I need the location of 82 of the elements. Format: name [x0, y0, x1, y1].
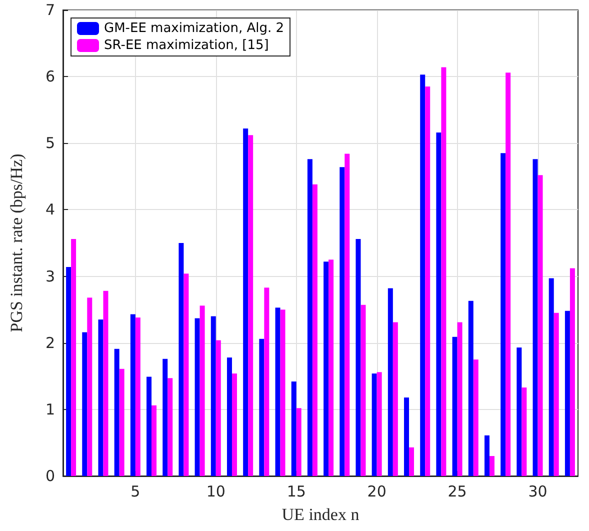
bar	[98, 320, 104, 476]
bar	[291, 381, 296, 476]
bar	[500, 153, 506, 476]
bar	[162, 358, 168, 476]
bar	[372, 373, 377, 476]
bar	[392, 322, 398, 476]
x-tick-label: 5	[130, 482, 140, 500]
bar	[259, 338, 264, 476]
bar	[66, 266, 72, 476]
bar	[87, 298, 92, 476]
x-tick-label: 10	[206, 482, 226, 500]
bar	[538, 175, 543, 476]
bar	[570, 268, 575, 476]
bar	[468, 300, 474, 476]
bar	[82, 332, 88, 476]
x-axis-title: UE index n	[282, 505, 360, 524]
bar	[360, 304, 366, 476]
bar	[243, 128, 248, 476]
bar	[489, 456, 494, 476]
bar	[473, 360, 478, 476]
y-tick-label: 1	[45, 400, 55, 418]
bar	[296, 408, 302, 476]
bar	[522, 387, 527, 476]
bar	[71, 239, 76, 476]
bar	[324, 262, 329, 476]
bar	[312, 184, 318, 476]
bar	[178, 243, 184, 476]
bar	[135, 318, 140, 476]
bar	[307, 159, 312, 476]
bar	[146, 376, 152, 476]
x-tick-label: 25	[448, 482, 467, 500]
bar	[506, 72, 511, 476]
bar	[457, 322, 462, 476]
bar	[548, 278, 554, 476]
bar	[420, 74, 426, 476]
bar	[516, 348, 522, 476]
bar	[168, 378, 173, 476]
x-tick-label: 15	[286, 482, 306, 500]
y-tick-label: 5	[45, 134, 55, 152]
y-tick-label: 3	[45, 267, 55, 286]
bar	[344, 154, 350, 476]
bar	[194, 318, 200, 476]
bar	[210, 316, 216, 476]
y-axis-title: PGS instant. rate (bps/Hz)	[7, 154, 26, 332]
bar	[388, 288, 393, 476]
x-tick-label: 20	[367, 482, 386, 500]
bar	[216, 340, 221, 476]
bar	[248, 135, 254, 476]
bar	[275, 308, 280, 476]
x-tick-label: 30	[528, 482, 548, 500]
bar	[103, 290, 108, 476]
bar	[114, 348, 120, 476]
bar	[130, 314, 136, 476]
bar	[264, 288, 270, 476]
bar	[376, 372, 382, 476]
y-tick-label: 4	[45, 200, 55, 219]
y-tick-label: 0	[45, 467, 55, 485]
bar	[404, 397, 410, 476]
bar	[280, 310, 286, 476]
bar	[119, 368, 124, 476]
bar	[226, 358, 232, 476]
bar	[200, 306, 205, 476]
bar	[452, 336, 458, 476]
bar	[436, 132, 442, 476]
bar	[356, 239, 361, 476]
bar	[184, 274, 189, 476]
bar	[232, 373, 237, 476]
bar	[532, 159, 538, 476]
y-tick-label: 2	[45, 334, 55, 352]
legend-label: SR-EE maximization, [15]	[104, 38, 269, 53]
bar	[484, 435, 490, 476]
legend-label: GM-EE maximization, Alg. 2	[104, 21, 284, 36]
bar	[340, 167, 345, 476]
bar	[554, 312, 559, 476]
bar	[564, 310, 570, 476]
y-tick-label: 7	[45, 1, 55, 19]
bar	[409, 447, 414, 476]
y-tick-label: 6	[45, 68, 55, 86]
bar	[425, 86, 430, 476]
bar	[328, 260, 334, 476]
bar	[441, 67, 446, 476]
bar	[152, 405, 157, 476]
